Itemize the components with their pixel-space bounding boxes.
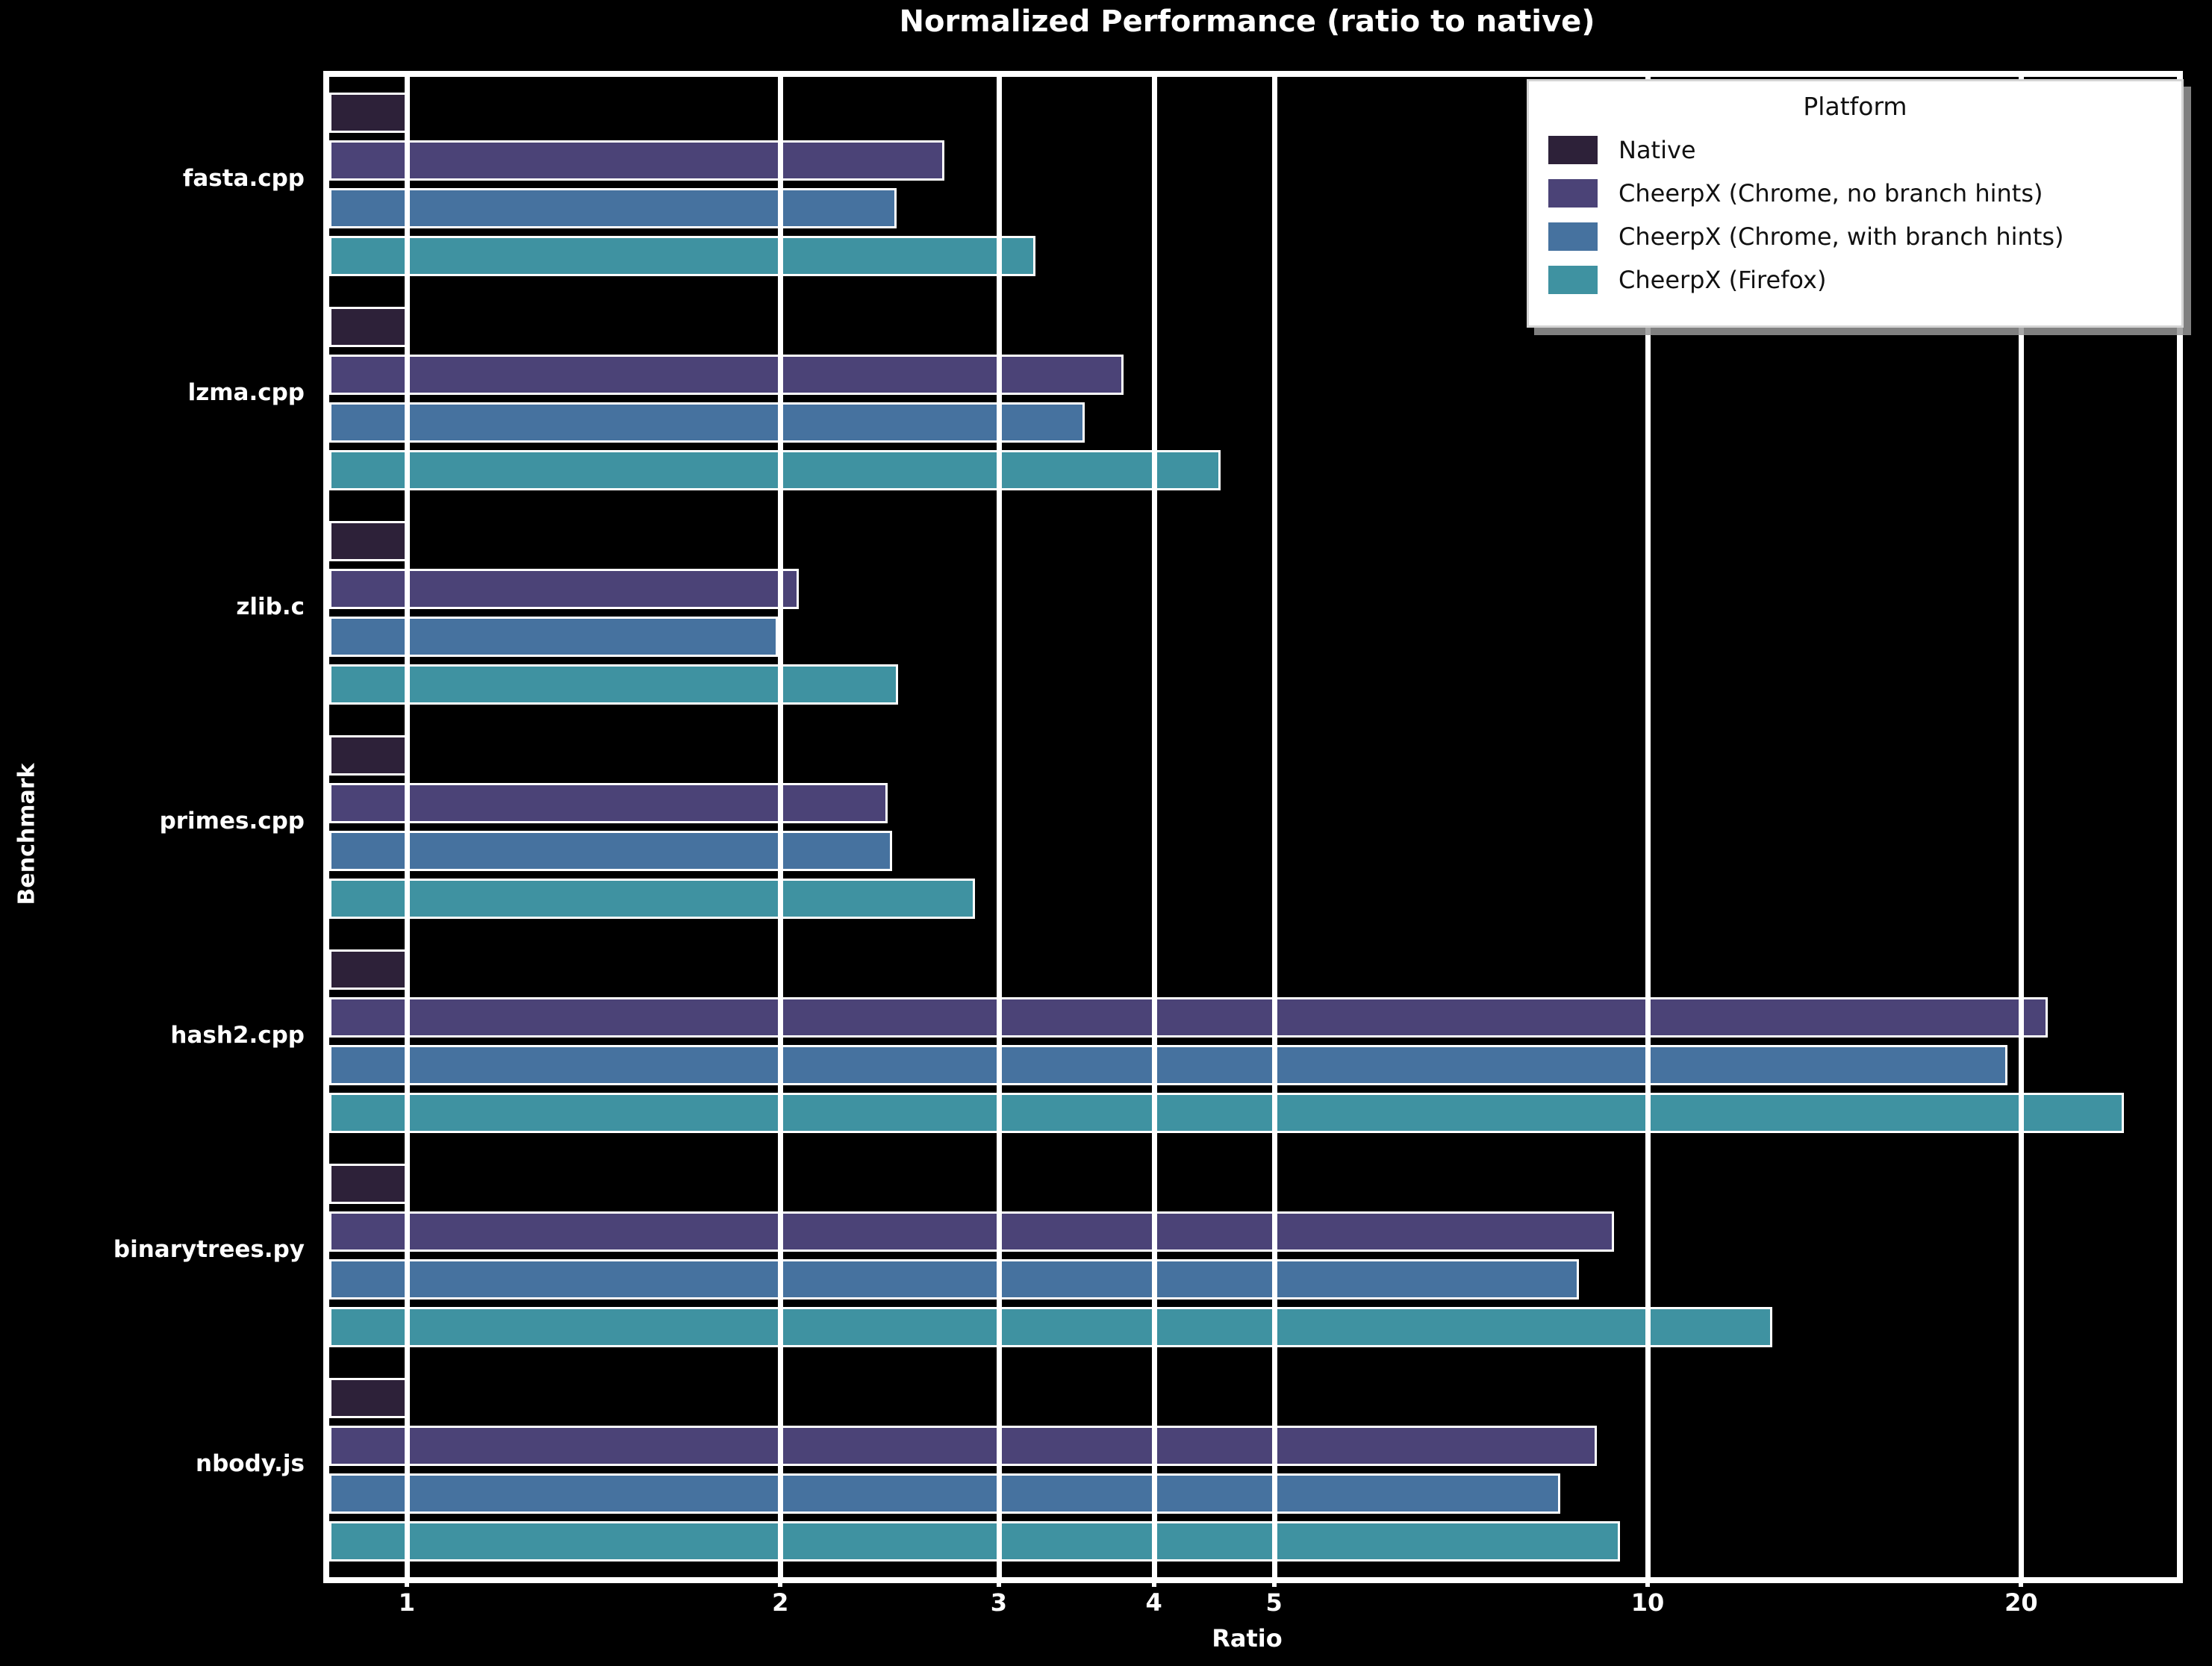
bar-hash2.cpp-series-2 [329,1045,2008,1086]
bar-hash2.cpp-series-3 [329,1093,2125,1134]
bar-zlib.c-series-0 [329,520,407,561]
y-tick-label: fasta.cpp [182,164,305,192]
legend-item-3: CheerpX (Firefox) [1548,266,2162,294]
bar-lzma.cpp-series-0 [329,306,407,347]
bar-nbody.js-series-2 [329,1473,1560,1514]
y-tick-label: binarytrees.py [113,1236,305,1264]
legend-item-2: CheerpX (Chrome, with branch hints) [1548,222,2162,251]
legend-swatch [1548,266,1598,294]
y-tick-label: hash2.cpp [170,1022,305,1049]
legend-label: CheerpX (Chrome, no branch hints) [1619,179,2043,208]
y-tick-label: zlib.c [236,593,305,620]
x-tick-mark [778,1573,783,1587]
x-tick-label: 3 [990,1588,1008,1617]
y-tick-label: nbody.js [196,1450,305,1478]
legend-swatch [1548,222,1598,251]
bar-hash2.cpp-series-1 [329,997,2048,1038]
legend-label: CheerpX (Chrome, with branch hints) [1619,222,2064,251]
bar-fasta.cpp-series-2 [329,187,897,228]
y-tick-label: lzma.cpp [187,378,305,406]
bar-fasta.cpp-series-3 [329,235,1035,276]
x-tick-mark [996,1573,1001,1587]
legend-items: Native CheerpX (Chrome, no branch hints) C… [1548,136,2162,294]
bar-primes.cpp-series-2 [329,831,892,871]
x-tick-label: 4 [1145,1588,1162,1617]
bar-primes.cpp-series-1 [329,783,888,823]
bar-primes.cpp-series-0 [329,735,407,776]
x-tick-mark [404,1573,409,1587]
bar-binarytrees.py-series-0 [329,1164,407,1205]
legend-label: CheerpX (Firefox) [1619,266,1827,294]
gridline-x-4 [1151,77,1157,1577]
gridline-x-2 [778,77,784,1577]
legend-item-1: CheerpX (Chrome, no branch hints) [1548,179,2162,208]
gridline-x-1 [404,77,410,1577]
x-tick-label: 10 [1630,1588,1665,1617]
bar-zlib.c-series-3 [329,664,899,705]
bar-nbody.js-series-0 [329,1378,407,1419]
legend: Platform Native CheerpX (Chrome, no branc… [1527,79,2184,328]
y-tick-label: primes.cpp [159,808,305,834]
bar-fasta.cpp-series-0 [329,92,407,133]
x-tick-mark [1645,1573,1651,1587]
legend-label: Native [1619,136,1696,164]
x-tick-label: 20 [2004,1588,2038,1617]
bar-fasta.cpp-series-1 [329,140,944,181]
legend-title: Platform [1803,92,1907,121]
bar-primes.cpp-series-3 [329,879,975,919]
legend-swatch [1548,136,1598,164]
bar-binarytrees.py-series-3 [329,1307,1772,1348]
x-axis-label: Ratio [1212,1624,1283,1653]
bar-nbody.js-series-3 [329,1521,1621,1562]
gridline-x-3 [996,77,1002,1577]
x-tick-label: 1 [398,1588,415,1617]
bar-lzma.cpp-series-3 [329,449,1221,490]
bar-zlib.c-series-2 [329,616,778,657]
bar-nbody.js-series-1 [329,1426,1597,1467]
gridline-x-10 [1645,77,1651,1577]
chart-title: Normalized Performance (ratio to native) [899,4,1595,39]
gridline-x-20 [2019,77,2025,1577]
legend-swatch [1548,179,1598,208]
x-tick-mark [1151,1573,1156,1587]
x-tick-label: 5 [1265,1588,1283,1617]
bar-lzma.cpp-series-2 [329,402,1085,443]
x-tick-label: 2 [772,1588,789,1617]
bar-lzma.cpp-series-1 [329,354,1124,395]
gridline-x-5 [1271,77,1277,1577]
bar-binarytrees.py-series-1 [329,1211,1615,1252]
y-axis-label: Benchmark [13,763,40,905]
bar-binarytrees.py-series-2 [329,1259,1579,1300]
x-tick-mark [2019,1573,2024,1587]
bar-zlib.c-series-1 [329,568,800,609]
bar-hash2.cpp-series-0 [329,949,407,990]
x-tick-mark [1271,1573,1277,1587]
legend-item-0: Native [1548,136,2162,164]
